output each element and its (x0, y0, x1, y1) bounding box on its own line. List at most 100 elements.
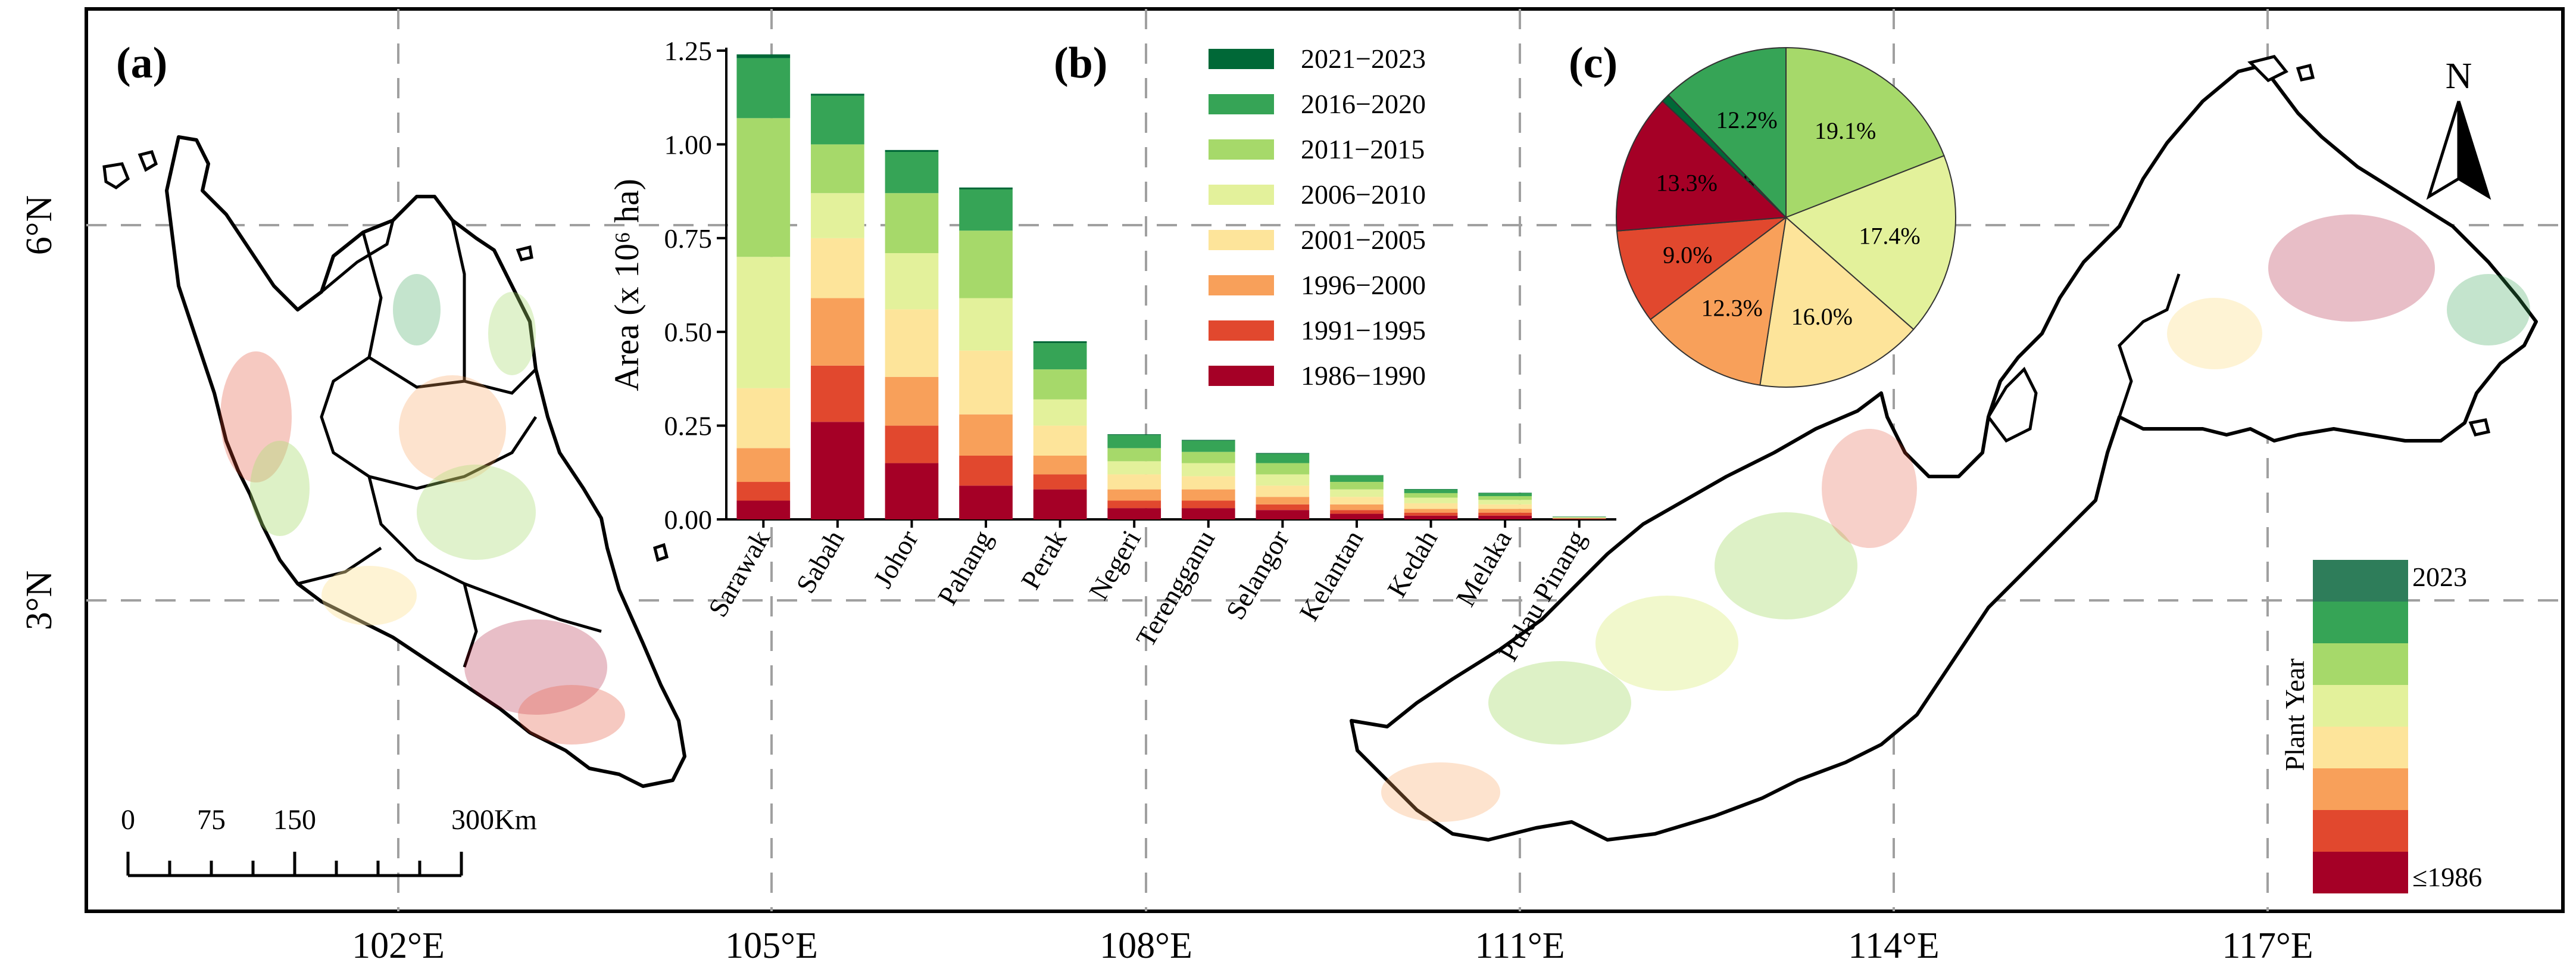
borneo-island-1 (2247, 55, 2288, 83)
bar-segment (736, 482, 791, 501)
bar-segment (885, 376, 939, 426)
colorbar-swatch (2313, 727, 2408, 768)
north-arrow-label: N (2446, 56, 2472, 96)
pie-slice-label: 16.0% (1791, 303, 1853, 330)
legend-swatch (1209, 185, 1274, 205)
bar-segment (1256, 453, 1310, 454)
bar-segment (1478, 504, 1532, 509)
bar-segment (811, 95, 864, 145)
bar-segment (885, 253, 939, 310)
bar-segment (1256, 453, 1310, 463)
lat-label-6n: 6°N (19, 195, 60, 256)
bar-segment (885, 425, 939, 463)
bar-segment (1330, 504, 1384, 510)
bar-segment (1404, 512, 1458, 516)
pie-slice-label: 12.3% (1701, 295, 1763, 322)
pie-slice-label: 12.2% (1716, 107, 1777, 133)
legend-label: 2021−2023 (1301, 43, 1426, 74)
bar-segment (1033, 369, 1087, 400)
borneo-plantation-patches (1381, 214, 2530, 822)
legend-swatch (1209, 230, 1274, 250)
pie-slice-label: 19.1% (1815, 117, 1876, 144)
panel-label-a: (a) (116, 39, 167, 88)
penang-island (102, 162, 130, 189)
bar-segment (1552, 518, 1606, 519)
lat-label-3n: 3°N (19, 571, 60, 631)
pie-slice-label: 13.3% (1656, 170, 1718, 197)
colorbar-swatch (2313, 768, 2408, 810)
bar-segment (1404, 503, 1458, 509)
bar-segment (811, 422, 864, 519)
bar-segment (1033, 341, 1087, 344)
tioman-island (653, 543, 669, 562)
colorbar-swatch (2313, 810, 2408, 852)
bar-segment (1256, 497, 1310, 504)
bar-segment (959, 298, 1013, 351)
pie-slice-label: 17.4% (1859, 223, 1920, 250)
bar-segment (1107, 435, 1161, 448)
colorbar (2313, 560, 2408, 893)
north-arrow-right (2457, 101, 2491, 200)
bar-segment (1478, 512, 1532, 516)
bar-segment (1107, 508, 1161, 519)
bar-segment (736, 388, 791, 448)
lon-label-114e: 114°E (1848, 926, 1939, 966)
scale-label-150: 150 (273, 804, 316, 836)
bar-segment (959, 350, 1013, 415)
legend-swatch (1209, 94, 1274, 114)
borneo-island-2 (2296, 63, 2315, 82)
bar-segment (736, 448, 791, 482)
bar-segment (1478, 515, 1532, 519)
pie-slice-label: 9.0% (1663, 242, 1712, 269)
pie-slice (1616, 100, 1788, 232)
bar-segment (1256, 504, 1310, 510)
legend-label: 1986−1990 (1301, 360, 1426, 391)
bar-y-tick-label: 0.75 (664, 223, 713, 254)
colorbar-swatch (2313, 560, 2408, 602)
bar-segment (1033, 474, 1087, 490)
legend-swatch (1209, 49, 1274, 69)
sabah-sarawak-border (2118, 273, 2181, 418)
bar-segment (1404, 497, 1458, 503)
pie-slice (1785, 46, 1945, 219)
bar-segment (811, 144, 864, 194)
bar-segment (1256, 463, 1310, 475)
bar-segment (1107, 500, 1161, 509)
bar-segment (736, 54, 791, 58)
bar-segment (1552, 517, 1606, 518)
bar-segment (959, 231, 1013, 298)
north-arrow: N (2426, 56, 2491, 200)
langkawi-island (138, 150, 158, 172)
colorbar-swatch (2313, 643, 2408, 685)
bar-segment (1256, 485, 1310, 497)
scale-label-75: 75 (197, 804, 226, 836)
bar-y-tick-label: 1.25 (664, 36, 713, 66)
bar-y-tick-label: 0.25 (664, 411, 713, 441)
legend-swatch (1209, 275, 1274, 295)
bar-segment (811, 298, 864, 366)
bar-segment (959, 187, 1013, 189)
bar-segment (1478, 500, 1532, 504)
bar-segment (1330, 513, 1384, 519)
bar-segment (811, 238, 864, 298)
offshore-island (516, 245, 533, 261)
lon-label-108e: 108°E (1100, 926, 1192, 966)
bar-segment (1404, 515, 1458, 519)
bar-segment (959, 189, 1013, 231)
colorbar-swatch (2313, 685, 2408, 727)
colorbar-title: Plant Year (2280, 658, 2310, 771)
bar-segment (1181, 476, 1235, 490)
bar-segment (736, 500, 791, 519)
bar-segment (1478, 493, 1532, 496)
bar-segment (1107, 434, 1161, 435)
bar-segment (1256, 474, 1310, 486)
bar-segment (885, 309, 939, 377)
lon-label-105e: 105°E (725, 926, 818, 966)
pie-slice (1759, 216, 1915, 388)
scale-label-300km: 300Km (451, 804, 537, 836)
peninsula-outline (165, 135, 686, 788)
scale-bar (126, 852, 463, 877)
bar-y-tick-label: 1.00 (664, 129, 713, 160)
bar-y-axis-label: Area (x 10⁶ ha) (607, 179, 646, 391)
